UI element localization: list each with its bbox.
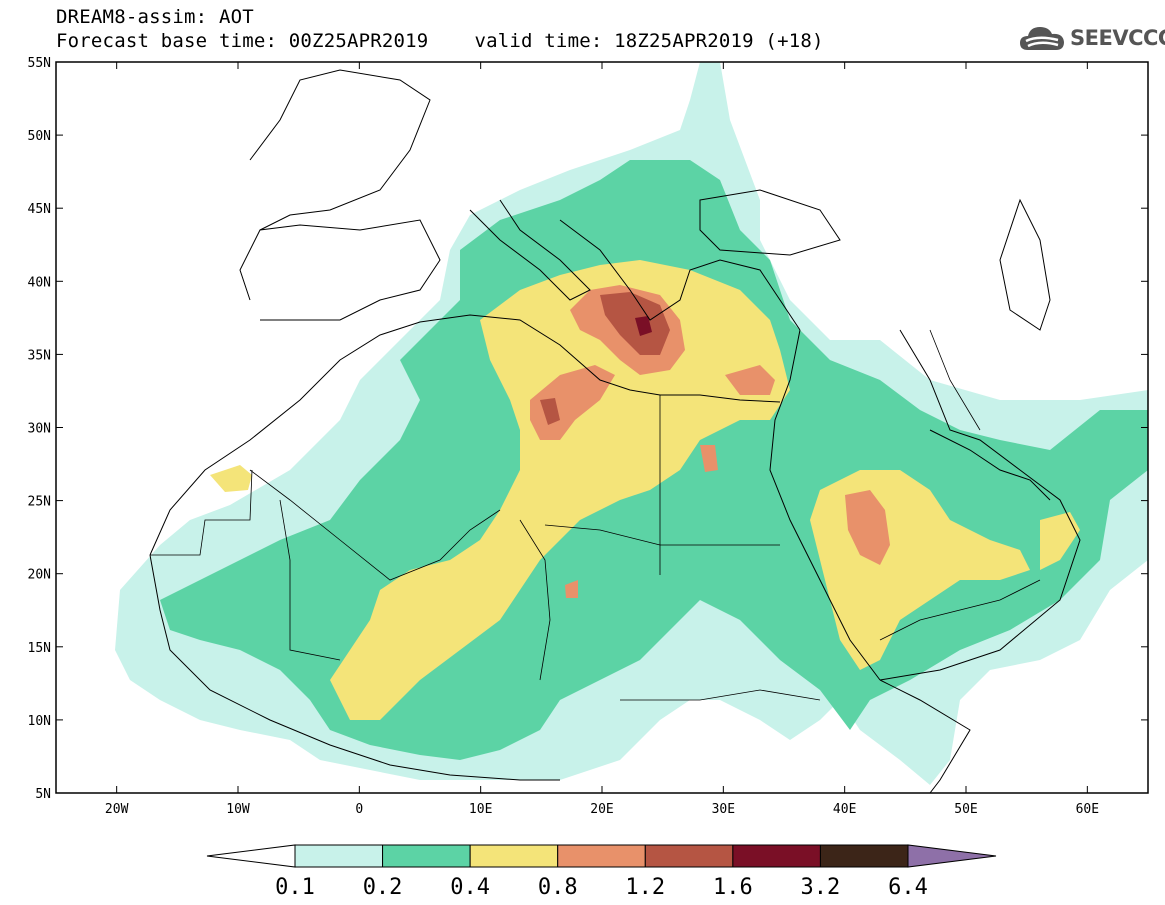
coastline-east-africa <box>879 679 971 793</box>
colorbar-level-label: 0.2 <box>363 875 403 900</box>
coastline-persian-gulf <box>929 429 1051 501</box>
colorbar-level-label: 0.4 <box>450 875 490 900</box>
logo-text: SEEVCCC <box>1070 26 1165 50</box>
colorbar-level-label: 0.8 <box>538 875 578 900</box>
aot-field <box>115 62 1148 785</box>
seevccc-logo: SEEVCCC <box>1018 24 1165 52</box>
time-info: Forecast base time: 00Z25APR2019 valid ti… <box>56 30 824 52</box>
coastline-levant-redsea <box>769 329 881 681</box>
y-tick-label: 50N <box>28 129 51 144</box>
y-tick-label: 30N <box>28 422 51 437</box>
border-saudi-yemen <box>879 579 1041 641</box>
colorbar-level-label: 6.4 <box>888 875 928 900</box>
y-tick-label: 25N <box>28 495 51 510</box>
border-libya-sudan-chad <box>544 524 661 546</box>
x-tick-label: 0 <box>355 802 363 817</box>
colorbar-bin <box>732 844 821 868</box>
colorbar-level-label: 0.1 <box>275 875 315 900</box>
x-tick-label: 50E <box>954 802 977 817</box>
colorbar-level-label: 1.2 <box>625 875 665 900</box>
colorbar-over-triangle <box>907 844 997 868</box>
x-tick-label: 60E <box>1076 802 1099 817</box>
border-algeria-mali <box>249 469 501 581</box>
aot-contour-0.8 <box>565 580 578 598</box>
colorbar-bin <box>469 844 559 868</box>
border-niger-chad <box>519 519 551 681</box>
aot-contour-1.6 <box>635 316 652 336</box>
coastline-west-africa-south <box>149 554 560 781</box>
colorbar-level-label: 3.2 <box>801 875 841 900</box>
x-tick-label: 20E <box>590 802 613 817</box>
aot-contour-0.8 <box>845 490 890 565</box>
colorbar: 0.1 0.2 0.4 0.8 1.2 1.6 3.2 6.4 <box>206 844 997 900</box>
aot-contour-0.4 <box>330 260 790 720</box>
aot-contour-1.2 <box>600 292 670 355</box>
coastline-balkans-greece <box>559 219 801 331</box>
y-tick-label: 5N <box>35 787 51 802</box>
x-tick-label: 10E <box>469 802 492 817</box>
aot-contour-0.8 <box>700 445 718 472</box>
y-tick-label: 55N <box>28 56 51 71</box>
y-tick-label: 15N <box>28 641 51 656</box>
coastline-arabia <box>879 329 1081 681</box>
y-tick-label: 35N <box>28 348 51 363</box>
aot-contour-0.8 <box>725 365 775 395</box>
y-tick-label: 10N <box>28 714 51 729</box>
y-tick-label: 20N <box>28 568 51 583</box>
aot-contour-0.4 <box>1040 512 1080 570</box>
coastline-italy <box>469 199 591 301</box>
border-mali-mauritania <box>279 499 341 661</box>
colorbar-bin <box>644 844 734 868</box>
coastline-black-sea <box>699 189 841 256</box>
borders <box>150 329 1041 701</box>
coastline-caspian <box>999 198 1051 331</box>
coastline-iberia <box>239 219 441 321</box>
y-tick-label: 45N <box>28 202 51 217</box>
chart-title: DREAM8-assim: AOT <box>56 6 254 28</box>
y-tick-label: 40N <box>28 275 51 290</box>
aot-contour-0.4 <box>210 465 252 492</box>
border-iraq-iran <box>929 329 981 431</box>
colorbar-level-label: 1.6 <box>713 875 753 900</box>
axis-ticks: 20W 10W 0 10E 20E 30E 40E 50E 60E 55N 50N 45N 40N 35N… <box>28 56 1148 817</box>
colorbar-bin <box>557 844 646 868</box>
x-tick-label: 20W <box>105 802 129 817</box>
coastline-north-africa <box>149 314 781 556</box>
x-tick-label: 30E <box>712 802 735 817</box>
valid-time: valid time: 18Z25APR2019 (+18) <box>474 30 824 52</box>
colorbar-under-triangle <box>206 844 296 868</box>
base-time: Forecast base time: 00Z25APR2019 <box>56 30 429 52</box>
colorbar-bin <box>294 844 384 868</box>
aot-contour-1.2 <box>540 398 560 425</box>
coastlines <box>149 69 1081 793</box>
x-tick-label: 10W <box>226 802 250 817</box>
colorbar-bin <box>819 844 909 868</box>
border-western-sahara <box>150 469 253 556</box>
coastline-western-europe <box>249 69 431 231</box>
cloud-icon <box>1020 27 1064 50</box>
x-tick-label: 40E <box>833 802 856 817</box>
colorbar-bin <box>382 844 471 868</box>
border-sudan-south <box>620 689 821 701</box>
